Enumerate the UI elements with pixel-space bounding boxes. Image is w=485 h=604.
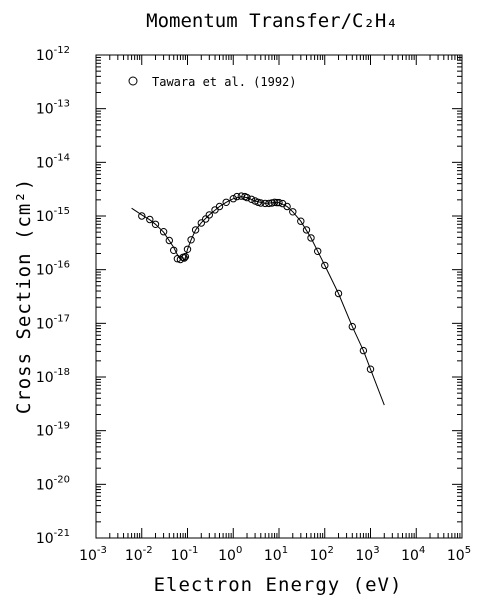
x-tick-label: 102	[310, 545, 334, 564]
x-tick-label: 104	[401, 545, 425, 564]
x-tick-label: 10-2	[125, 545, 153, 564]
y-tick-label: 10-15	[36, 206, 70, 225]
data-point	[229, 195, 238, 203]
chart-title: Momentum Transfer/C₂H₄	[146, 10, 398, 32]
data-point	[359, 346, 368, 355]
data-point	[215, 202, 224, 211]
data-point	[191, 226, 200, 234]
data-point	[273, 198, 281, 207]
data-point	[314, 247, 322, 256]
y-tick-label: 10-17	[36, 313, 70, 332]
x-axis-label: Electron Energy (eV)	[154, 574, 403, 596]
data-point	[257, 199, 265, 207]
data-point	[243, 193, 251, 202]
x-tick-label: 10-1	[171, 545, 199, 564]
data-point	[170, 246, 178, 255]
y-tick-label: 10-19	[36, 421, 70, 440]
tick-marks	[95, 55, 462, 539]
y-tick-label: 10-14	[36, 152, 70, 171]
data-point	[270, 198, 279, 207]
y-tick-label: 10-12	[36, 45, 70, 64]
data-point	[275, 198, 283, 207]
data-point	[334, 289, 343, 298]
series-layer	[131, 192, 385, 406]
y-tick-labels: 10-21 10-20 10-19 10-18 10-17 10-16 10-15 10-14…	[36, 45, 70, 547]
legend: Tawara et al. (1992)	[128, 75, 297, 89]
data-point	[146, 215, 154, 224]
data-point	[265, 199, 273, 208]
data-point	[180, 254, 189, 262]
y-tick-label: 10-16	[36, 260, 70, 279]
data-point	[348, 322, 356, 331]
y-axis-label: Cross Section (cm²)	[13, 178, 35, 414]
y-tick-label: 10-20	[36, 474, 70, 493]
fit-curve-line	[131, 196, 385, 406]
data-point	[165, 236, 174, 245]
data-point	[205, 211, 214, 219]
data-point	[247, 195, 256, 204]
data-point	[321, 261, 329, 270]
data-point	[283, 202, 291, 211]
legend-marker-icon	[128, 76, 138, 86]
y-tick-label: 10-13	[36, 99, 70, 118]
data-point	[138, 212, 146, 220]
data-point	[187, 236, 195, 244]
data-point	[159, 228, 168, 236]
data-point	[302, 226, 311, 234]
x-tick-label: 101	[264, 545, 288, 564]
x-tick-label: 100	[218, 545, 242, 564]
y-tick-label: 10-21	[36, 528, 70, 547]
x-tick-labels: 10-3 10-2 10-1 100 101 102 103 104 105	[79, 545, 471, 564]
data-point	[289, 208, 297, 216]
data-point	[222, 198, 230, 207]
x-tick-label: 105	[447, 545, 471, 564]
plot-frame	[95, 54, 463, 539]
x-tick-label: 103	[355, 545, 379, 564]
data-point	[233, 192, 241, 201]
data-point	[151, 220, 160, 229]
data-point	[183, 245, 192, 254]
data-point	[366, 365, 375, 373]
x-tick-label: 10-3	[79, 545, 107, 564]
y-tick-label: 10-18	[36, 367, 70, 386]
data-point	[297, 217, 305, 225]
data-point	[181, 252, 190, 261]
data-point	[307, 234, 315, 242]
legend-label: Tawara et al. (1992)	[152, 75, 297, 89]
data-point	[202, 215, 210, 223]
data-point	[197, 219, 206, 227]
